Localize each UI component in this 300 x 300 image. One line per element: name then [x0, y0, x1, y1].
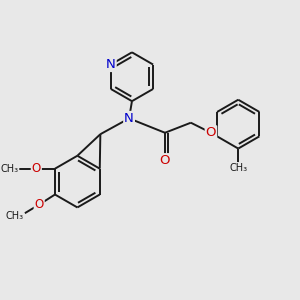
Text: N: N	[124, 112, 134, 125]
Text: O: O	[32, 162, 41, 175]
Text: O: O	[34, 198, 44, 211]
Text: O: O	[160, 154, 170, 167]
Text: N: N	[106, 58, 116, 71]
Text: O: O	[206, 126, 216, 139]
Text: CH₃: CH₃	[5, 211, 23, 221]
Text: CH₃: CH₃	[0, 164, 19, 174]
Text: CH₃: CH₃	[229, 163, 247, 173]
